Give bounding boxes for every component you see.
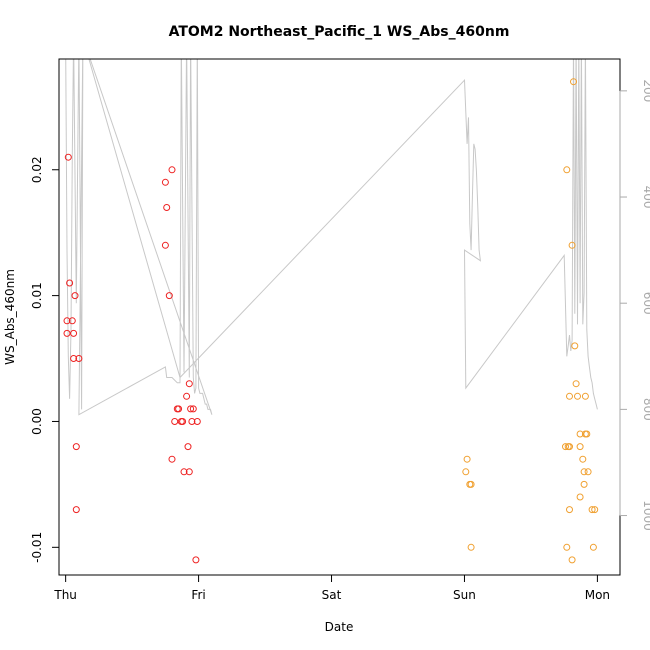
red-data-point bbox=[70, 329, 78, 337]
red-data-point bbox=[192, 556, 200, 564]
x-tick-label: Thu bbox=[53, 588, 77, 602]
red-data-point bbox=[165, 292, 173, 300]
orange-data-point bbox=[576, 493, 584, 501]
red-data-point bbox=[71, 292, 79, 300]
right-tick-label: 1000 bbox=[641, 500, 650, 531]
right-tick-label: 400 bbox=[641, 186, 650, 209]
red-data-point bbox=[161, 178, 169, 186]
orange-data-point bbox=[562, 443, 569, 451]
red-data-point bbox=[189, 405, 197, 413]
red-data-point bbox=[72, 506, 80, 514]
x-tick-label: Mon bbox=[585, 588, 610, 602]
orange-data-point bbox=[584, 468, 592, 476]
red-data-point bbox=[68, 317, 76, 325]
red-data-point bbox=[64, 153, 72, 161]
red-data-point bbox=[75, 355, 83, 362]
red-data-point bbox=[168, 166, 176, 174]
scatter-points-layer bbox=[63, 78, 599, 564]
orange-data-point bbox=[579, 455, 587, 463]
red-data-point bbox=[70, 355, 78, 362]
red-data-point bbox=[183, 392, 191, 400]
depth-trace-line bbox=[65, 59, 598, 416]
orange-data-point bbox=[568, 556, 576, 564]
red-data-point bbox=[63, 317, 71, 325]
right-tick-label: 600 bbox=[641, 292, 650, 315]
x-tick-label: Sat bbox=[322, 588, 342, 602]
red-data-point bbox=[163, 204, 171, 211]
red-data-point bbox=[184, 443, 192, 451]
x-axis-label: Date bbox=[325, 620, 354, 634]
orange-data-point bbox=[591, 506, 599, 514]
y-tick-label: 0.00 bbox=[30, 408, 44, 435]
red-data-point bbox=[187, 405, 195, 413]
y-axis: -0.01 0.00 0.01 0.02 bbox=[30, 156, 60, 563]
orange-data-point bbox=[580, 480, 588, 488]
chart-title: ATOM2 Northeast_Pacific_1 WS_Abs_460nm bbox=[169, 24, 510, 40]
red-data-point bbox=[180, 468, 188, 476]
orange-data-point bbox=[580, 468, 588, 476]
orange-data-point bbox=[574, 392, 581, 400]
y-tick-label: -0.01 bbox=[30, 532, 44, 563]
plot-frame bbox=[58, 58, 621, 576]
right-axis: 200 400 600 800 1000 bbox=[619, 79, 650, 531]
y-tick-label: 0.01 bbox=[30, 282, 44, 309]
orange-data-point bbox=[581, 392, 589, 400]
orange-data-point bbox=[462, 468, 470, 476]
orange-data-point bbox=[566, 392, 573, 400]
red-data-point bbox=[193, 418, 201, 425]
x-axis: Thu Fri Sat Sun Mon bbox=[53, 574, 610, 602]
orange-data-point bbox=[588, 506, 596, 514]
red-data-point bbox=[72, 443, 80, 451]
orange-data-point bbox=[583, 430, 591, 438]
orange-data-point bbox=[467, 480, 475, 488]
y-tick-label: 0.02 bbox=[30, 156, 44, 183]
orange-data-point bbox=[563, 543, 571, 551]
y-axis-label: WS_Abs_460nm bbox=[3, 269, 17, 365]
depth-trace-layer bbox=[65, 59, 598, 416]
orange-data-point bbox=[576, 443, 584, 451]
red-data-point bbox=[185, 380, 193, 388]
orange-data-point bbox=[589, 543, 597, 551]
red-data-point bbox=[161, 241, 169, 249]
orange-data-point bbox=[572, 380, 580, 388]
x-tick-label: Fri bbox=[191, 588, 205, 602]
orange-data-point bbox=[566, 443, 573, 451]
red-data-point bbox=[185, 468, 193, 476]
red-data-point bbox=[179, 418, 187, 425]
x-tick-label: Sun bbox=[453, 588, 476, 602]
red-data-point bbox=[66, 279, 74, 287]
orange-data-point bbox=[463, 455, 471, 463]
red-data-point bbox=[171, 418, 179, 425]
orange-data-point bbox=[563, 166, 571, 174]
orange-data-point bbox=[566, 506, 573, 514]
red-data-point bbox=[168, 455, 176, 463]
orange-data-point bbox=[568, 241, 576, 249]
right-tick-label: 800 bbox=[641, 398, 650, 421]
right-tick-label: 200 bbox=[641, 79, 650, 102]
red-data-point bbox=[63, 329, 71, 337]
orange-data-point bbox=[571, 342, 579, 350]
orange-data-point bbox=[467, 543, 475, 551]
red-data-point bbox=[188, 418, 196, 425]
orange-data-point bbox=[576, 430, 584, 438]
orange-data-point bbox=[570, 78, 577, 86]
red-data-point bbox=[175, 405, 183, 413]
